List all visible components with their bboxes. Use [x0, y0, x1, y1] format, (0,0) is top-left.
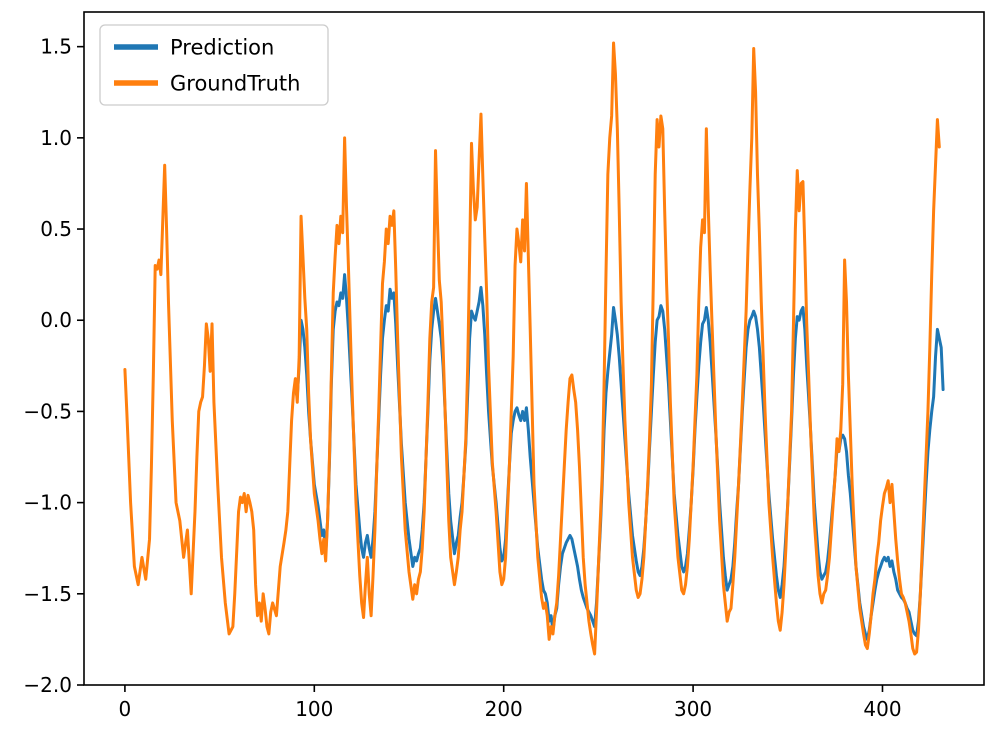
x-axis: 0 100 200 300 400	[119, 685, 902, 721]
y-axis: −2.0 −1.5 −1.0 −0.5 0.0 0.5 1.0 1.5	[23, 35, 84, 697]
y-axis-tick-label: 0.0	[40, 308, 72, 332]
legend: Prediction GroundTruth	[99, 24, 329, 106]
y-axis-tick-label: −1.0	[23, 491, 72, 515]
axes-spines	[83, 11, 985, 686]
y-axis-tick-label: −0.5	[23, 399, 72, 423]
x-axis-tick-label: 300	[674, 697, 712, 721]
x-axis-tick-label: 100	[295, 697, 333, 721]
y-axis-tick-label: −2.0	[23, 673, 72, 697]
y-axis-tick-label: 1.0	[40, 126, 72, 150]
y-axis-tick-label: 0.5	[40, 217, 72, 241]
legend-label-prediction: Prediction	[170, 36, 274, 60]
x-axis-tick-label: 400	[863, 697, 901, 721]
series-line-groundtruth	[123, 41, 941, 656]
x-axis-tick-label: 0	[119, 697, 132, 721]
y-axis-tick-label: 1.5	[40, 35, 72, 59]
x-axis-tick-label: 200	[485, 697, 523, 721]
legend-label-groundtruth: GroundTruth	[170, 72, 300, 96]
y-axis-tick-label: −1.5	[23, 582, 72, 606]
